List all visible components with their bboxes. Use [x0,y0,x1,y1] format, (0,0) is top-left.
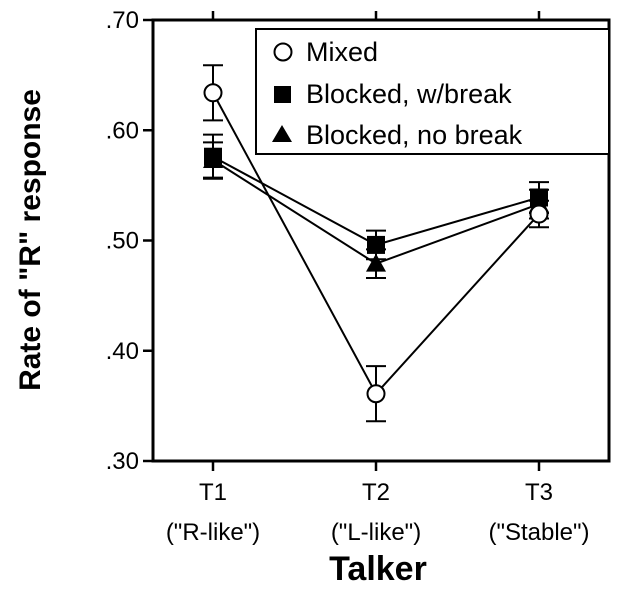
legend-marker-blocked-wbreak [274,86,291,103]
legend-marker-blocked-nobreak [272,125,292,142]
data-point [203,83,223,103]
x-tick-label: T1 [199,479,227,506]
y-tick-label: .40 [106,338,139,365]
axis-ticks: .30 .40 .50 .60 .70 T1 ("R-like") T2 ("L-like") T… [106,7,590,546]
data-point [366,253,386,272]
x-tick-label: T3 [525,479,553,506]
x-tick-sublabel: ("Stable") [488,519,589,546]
data-point [366,384,386,404]
y-tick-label: .70 [106,7,139,34]
y-tick-label: .60 [106,117,139,144]
y-tick-label: .50 [106,228,139,255]
data-point [204,147,222,166]
data-point [529,204,549,224]
series-markers [203,83,549,404]
legend-label-mixed: Mixed [306,37,378,67]
x-tick-label: T2 [362,479,390,506]
y-tick-label: .30 [106,448,139,475]
legend-label-blocked-wbreak: Blocked, w/break [306,79,512,109]
data-point [367,235,385,254]
x-tick-sublabel: ("R-like") [166,519,260,546]
legend: Mixed Blocked, w/break Blocked, no break [255,28,610,155]
legend-marker-mixed [273,42,293,62]
data-point [530,188,548,207]
y-axis-title: Rate of "R" response [14,89,47,391]
legend-label-blocked-nobreak: Blocked, no break [306,120,523,150]
legend-box [255,28,610,155]
x-tick-sublabel: ("L-like") [331,519,421,546]
x-axis-title: Talker [329,550,427,588]
